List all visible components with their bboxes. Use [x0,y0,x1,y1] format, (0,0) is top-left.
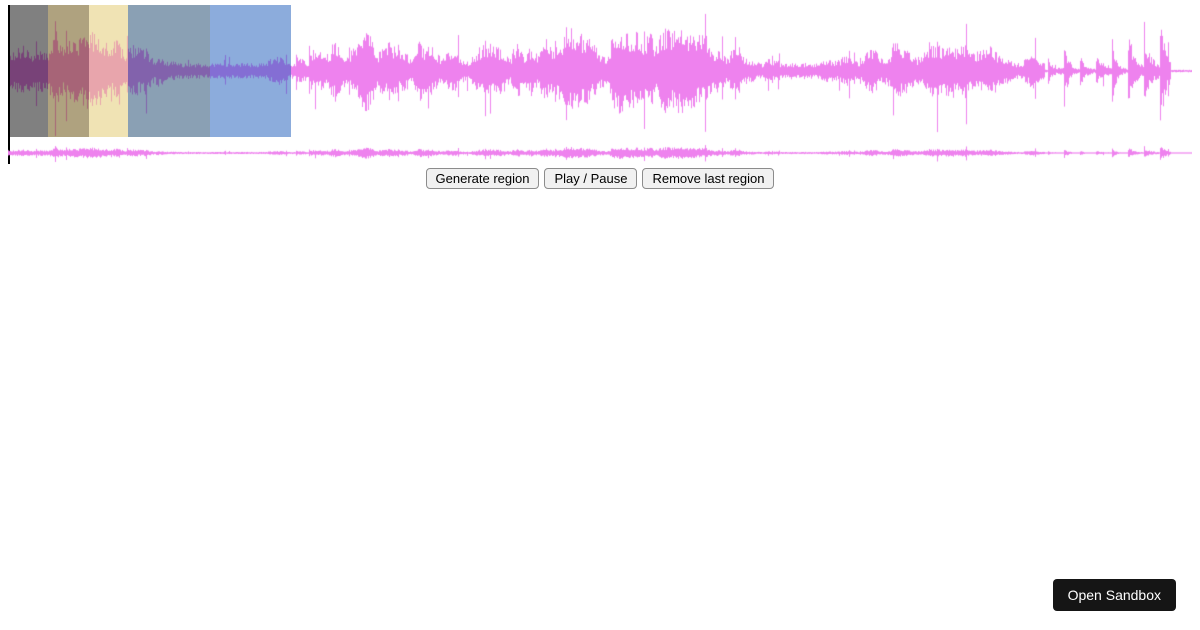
region-5[interactable] [210,5,291,137]
open-sandbox-button[interactable]: Open Sandbox [1052,579,1176,611]
region-1[interactable] [10,5,48,137]
minimap-waveform-canvas[interactable] [8,143,1192,163]
minimap-waveform[interactable] [8,143,1192,163]
generate-region-button[interactable]: Generate region [425,168,540,189]
playback-cursor [8,5,10,164]
remove-last-region-button[interactable]: Remove last region [642,168,775,189]
controls-bar: Generate region Play / Pause Remove last… [0,168,1200,189]
region-3[interactable] [89,5,128,137]
play-pause-button[interactable]: Play / Pause [544,168,638,189]
regions-layer [8,5,1192,137]
main-waveform[interactable] [8,5,1192,137]
region-2[interactable] [48,5,89,137]
region-4[interactable] [128,5,210,137]
